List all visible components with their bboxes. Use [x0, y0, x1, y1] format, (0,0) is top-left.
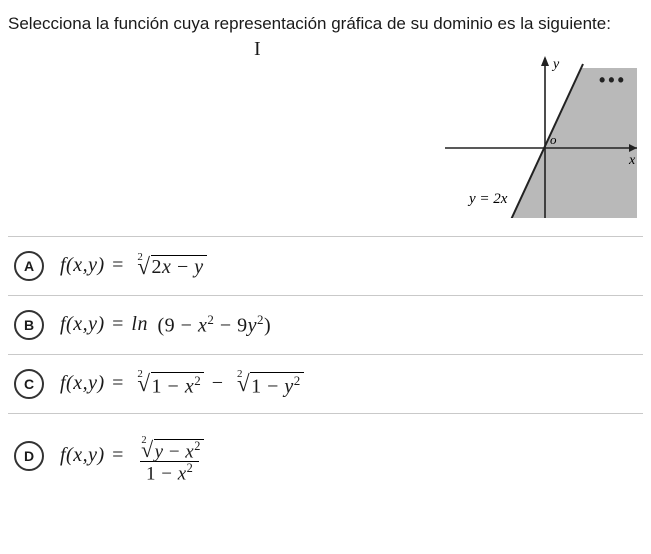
fraction: 2 √ y − x2 1 − x2 — [131, 430, 207, 485]
option-d-letter: D — [24, 448, 34, 464]
option-b[interactable]: B f(x,y) = ln (9 − x2 − 9y2) — [8, 296, 643, 355]
option-c[interactable]: C f(x,y) = 2 √ 1 − x2 − 2 √ 1 − y2 — [8, 355, 643, 414]
fxy-label: f(x,y) — [60, 372, 105, 395]
fxy-label: f(x,y) — [60, 254, 105, 277]
x-axis-label: x — [628, 153, 636, 168]
root-icon: 2 √ y − x2 — [135, 437, 203, 461]
options-list: A f(x,y) = 2 √ 2x − y B f(x,y) = ln (9 — [8, 236, 643, 497]
root-icon: 2 √ 1 − y2 — [231, 370, 304, 397]
option-d-formula: f(x,y) = 2 √ y − x2 1 − x2 — [60, 428, 208, 483]
fxy-label: f(x,y) — [60, 444, 105, 467]
fxy-label: f(x,y) — [60, 313, 105, 336]
option-c-formula: f(x,y) = 2 √ 1 − x2 − 2 √ 1 − y2 — [60, 370, 304, 397]
graph-container: y x o y = 2x ••• — [8, 48, 643, 218]
option-a-formula: f(x,y) = 2 √ 2x − y — [60, 253, 207, 279]
root-icon: 2 √ 1 − x2 — [131, 370, 204, 397]
line-label: y = 2x — [467, 191, 508, 207]
option-a[interactable]: A f(x,y) = 2 √ 2x − y — [8, 236, 643, 296]
option-c-radio[interactable]: C — [14, 369, 44, 399]
question-text: Selecciona la función cuya representació… — [8, 12, 643, 36]
y-axis-label: y — [551, 57, 560, 72]
option-a-radio[interactable]: A — [14, 251, 44, 281]
option-b-formula: f(x,y) = ln (9 − x2 − 9y2) — [60, 312, 271, 338]
option-a-letter: A — [24, 258, 34, 274]
dots-label: ••• — [599, 70, 627, 90]
option-b-radio[interactable]: B — [14, 310, 44, 340]
root-icon: 2 √ 2x − y — [131, 253, 206, 279]
option-d[interactable]: D f(x,y) = 2 √ y − x2 1 − x2 — [8, 414, 643, 497]
option-b-letter: B — [24, 317, 34, 333]
option-d-radio[interactable]: D — [14, 441, 44, 471]
origin-label: o — [550, 132, 557, 147]
domain-graph: y x o y = 2x ••• — [439, 48, 637, 218]
option-c-letter: C — [24, 376, 34, 392]
question-label: Selecciona la función cuya representació… — [8, 14, 611, 33]
